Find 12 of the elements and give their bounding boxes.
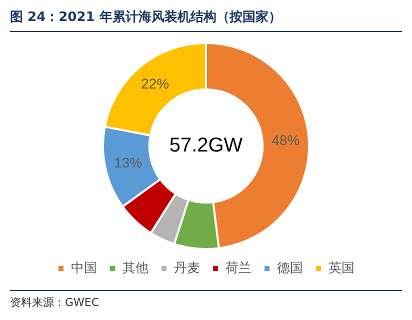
- legend-label: 荷兰: [226, 260, 252, 276]
- legend-label: 其他: [122, 260, 148, 276]
- data-label: 48%: [272, 132, 300, 148]
- text: 57.2GW: [169, 134, 243, 157]
- legend-label: 德国: [277, 260, 303, 276]
- data-label: 22%: [141, 75, 170, 92]
- legend-label: 丹麦: [174, 260, 200, 276]
- text: 资料来源：GWEC: [10, 290, 402, 310]
- legend-label: 英国: [328, 260, 354, 276]
- legend-label: 中国: [71, 260, 97, 276]
- data-label: 13%: [114, 154, 142, 170]
- chart-title: 图 24：2021 年累计海风装机结构（按国家）: [10, 8, 402, 32]
